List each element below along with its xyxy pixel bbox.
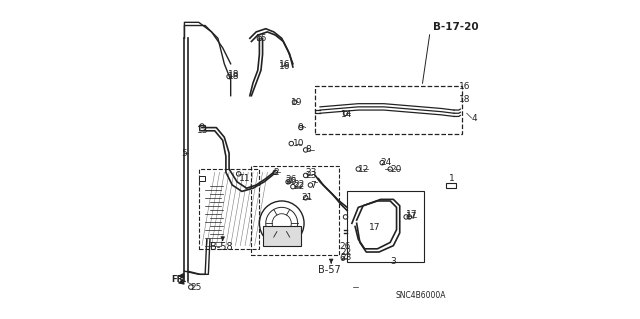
Text: 21: 21 — [301, 193, 312, 202]
Text: 25: 25 — [191, 283, 202, 292]
Text: 17: 17 — [406, 212, 418, 221]
Bar — [446, 183, 456, 188]
Bar — [262, 226, 301, 246]
Text: B-57: B-57 — [318, 264, 341, 275]
Text: 23: 23 — [306, 168, 317, 177]
Text: 22: 22 — [293, 180, 304, 189]
Text: 22: 22 — [340, 248, 352, 257]
Text: 17: 17 — [369, 223, 381, 232]
Text: 26: 26 — [285, 177, 296, 186]
Text: 6: 6 — [339, 254, 345, 263]
Text: 11: 11 — [239, 174, 250, 183]
Bar — [199, 125, 205, 130]
Text: 15: 15 — [256, 34, 268, 43]
Text: 2: 2 — [274, 168, 280, 177]
Text: 19: 19 — [291, 98, 303, 107]
Text: B-58: B-58 — [210, 242, 232, 252]
Text: 9: 9 — [298, 123, 303, 132]
Text: 26: 26 — [285, 175, 296, 184]
Text: 3: 3 — [390, 257, 396, 266]
Text: 17: 17 — [406, 210, 418, 219]
Text: 10: 10 — [293, 139, 305, 148]
Text: 7: 7 — [310, 181, 316, 189]
Text: 23: 23 — [340, 253, 352, 262]
Text: B-17-20: B-17-20 — [433, 22, 479, 32]
Text: FR.: FR. — [172, 275, 187, 284]
Text: 16: 16 — [278, 60, 290, 69]
Text: 18: 18 — [227, 70, 239, 78]
Text: 18: 18 — [227, 72, 239, 81]
Text: SNC4B6000A: SNC4B6000A — [396, 291, 445, 300]
Text: 14: 14 — [340, 110, 352, 119]
Text: 18: 18 — [459, 95, 470, 104]
Text: 23: 23 — [306, 171, 317, 180]
Text: 4: 4 — [472, 114, 477, 122]
Text: 5: 5 — [181, 149, 187, 158]
Text: 16: 16 — [459, 82, 470, 91]
Text: 24: 24 — [381, 158, 392, 167]
Text: 26: 26 — [339, 242, 351, 251]
Text: 8: 8 — [306, 145, 312, 154]
Bar — [199, 176, 205, 181]
Text: 1: 1 — [449, 174, 455, 183]
Text: 16: 16 — [278, 63, 290, 71]
Text: 20: 20 — [390, 165, 401, 174]
Text: 12: 12 — [358, 165, 370, 174]
Text: 13: 13 — [197, 126, 209, 135]
Text: 22: 22 — [293, 182, 304, 191]
